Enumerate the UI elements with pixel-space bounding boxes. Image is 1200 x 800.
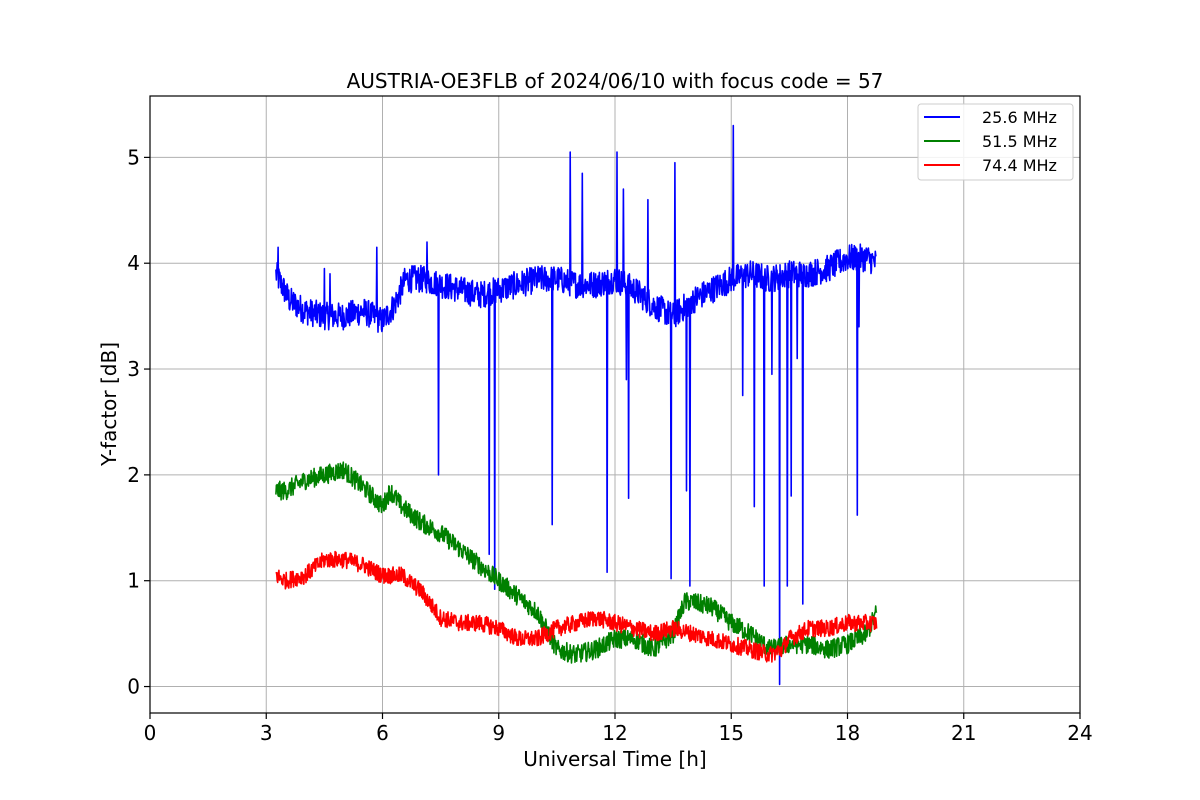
x-tick-label: 12 xyxy=(602,721,627,745)
chart-title: AUSTRIA-OE3FLB of 2024/06/10 with focus … xyxy=(347,69,884,93)
legend-label-2: 74.4 MHz xyxy=(982,156,1057,175)
x-tick-label: 24 xyxy=(1067,721,1092,745)
legend-label-0: 25.6 MHz xyxy=(982,108,1057,127)
x-tick-label: 0 xyxy=(144,721,157,745)
legend: 25.6 MHz 51.5 MHz 74.4 MHz xyxy=(917,103,1074,181)
y-tick-label: 3 xyxy=(127,357,140,381)
x-tick-label: 21 xyxy=(951,721,976,745)
y-tick-label: 0 xyxy=(127,675,140,699)
x-tick-label: 18 xyxy=(835,721,860,745)
y-axis-label: Y-factor [dB] xyxy=(97,342,121,467)
x-axis-label: Universal Time [h] xyxy=(523,747,706,771)
y-tick-label: 5 xyxy=(127,145,140,169)
series-line-0 xyxy=(275,124,877,686)
legend-label-1: 51.5 MHz xyxy=(982,132,1057,151)
y-tick-label: 2 xyxy=(127,463,140,487)
x-tick-label: 9 xyxy=(492,721,505,745)
series-line-2 xyxy=(275,550,878,663)
series-layer xyxy=(275,124,878,686)
x-tick-label: 3 xyxy=(260,721,273,745)
x-tick-label: 15 xyxy=(719,721,744,745)
y-tick-label: 1 xyxy=(127,569,140,593)
x-tick-label: 6 xyxy=(376,721,389,745)
legend-box xyxy=(917,103,1074,181)
y-tick-label: 4 xyxy=(127,251,140,275)
